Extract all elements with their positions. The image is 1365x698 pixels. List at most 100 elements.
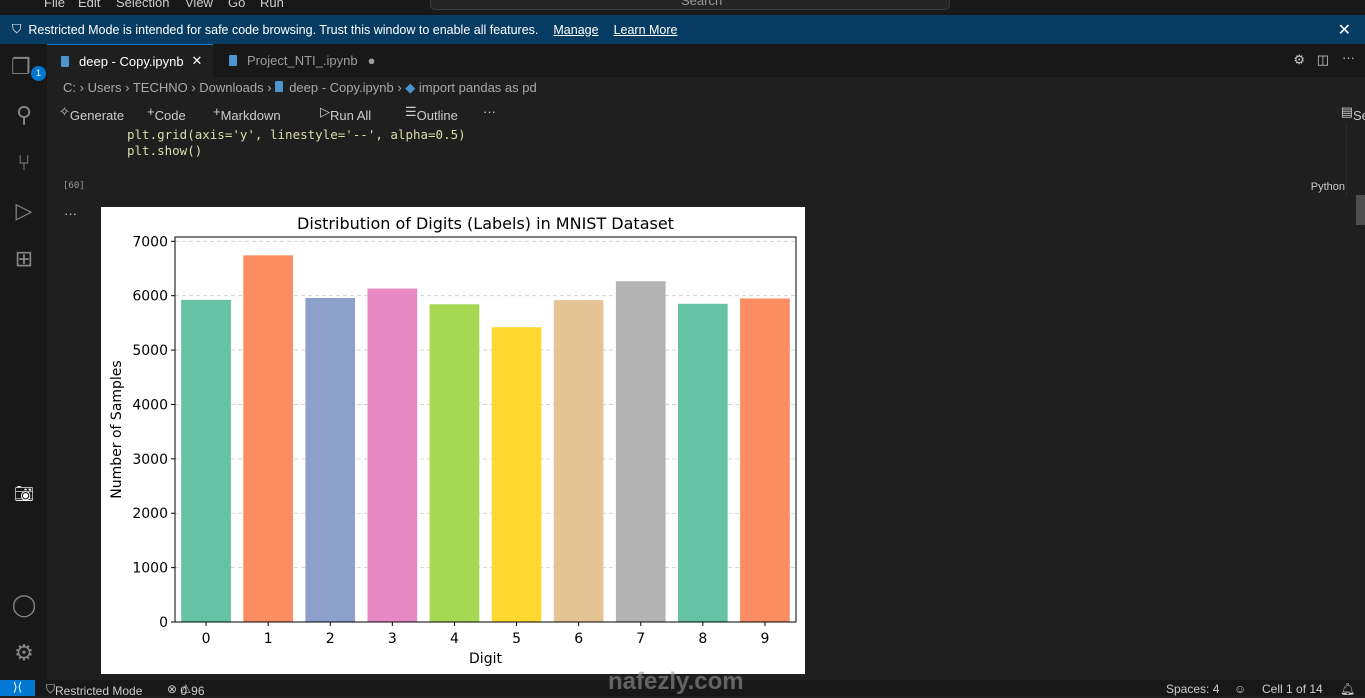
select-kernel-button[interactable]: ▤ Select Kernel (1341, 104, 1365, 123)
label: Run All (330, 108, 372, 123)
y-tick-label: 1000 (132, 561, 168, 577)
tab-project-nti[interactable]: Project_NTI_.ipynb ● (215, 44, 433, 77)
restricted-mode-banner: ⛉ Restricted Mode is intended for safe c… (0, 15, 1365, 44)
source-control-icon[interactable]: ⑂ (17, 150, 31, 175)
scrollbar[interactable] (1356, 195, 1365, 225)
close-icon[interactable]: ✕ (1337, 22, 1351, 39)
python-icon: ◆ (405, 80, 416, 95)
add-code-button[interactable]: + Code (147, 104, 186, 123)
notifications-icon[interactable]: 🔔︎ (1340, 682, 1356, 696)
crumb[interactable]: import pandas as pd (418, 80, 537, 95)
restricted-mode-status[interactable]: ⛉ Restricted Mode (46, 682, 143, 698)
label: Select Kernel (1353, 108, 1365, 123)
status-bar: ⟩⟨ ⛉ Restricted Mode ⊗ 0 ⚠ 96 Spaces: 4 … (0, 680, 1365, 698)
x-tick-label: 4 (450, 631, 459, 647)
activity-bar: ❐ ⚲ ⑂ ▷ ⊞ 📷︎ ◯ ⚙ (0, 44, 47, 680)
spaces-status[interactable]: Spaces: 4 (1166, 682, 1220, 696)
cell-status[interactable]: Cell 1 of 14 (1262, 682, 1323, 696)
crumb[interactable]: TECHNO (132, 80, 188, 95)
watermark: nafezly.com (608, 668, 744, 695)
chart-title: Distribution of Digits (Labels) in MNIST… (297, 214, 674, 233)
generate-button[interactable]: ✧ Generate (59, 104, 125, 123)
camera-icon[interactable]: 📷︎ (13, 486, 35, 503)
outline-button[interactable]: ☰ Outline (405, 104, 458, 123)
add-markdown-button[interactable]: + Markdown (213, 104, 281, 123)
problems-status[interactable]: ⊗ 0 ⚠ 96 (167, 682, 205, 698)
bar-6 (553, 300, 604, 622)
label: Restricted Mode (55, 684, 143, 698)
x-tick-label: 3 (388, 631, 397, 647)
bar-9 (740, 298, 790, 622)
label: Outline (416, 108, 458, 123)
modified-dot-icon: ● (367, 53, 376, 68)
cell-language[interactable]: Python (1310, 181, 1345, 193)
close-tab-icon[interactable]: ✕ (191, 53, 203, 68)
crumb[interactable]: Downloads (199, 80, 264, 95)
label: Code (154, 108, 186, 123)
breadcrumb: C: › Users › TECHNO › Downloads › deep -… (63, 80, 537, 95)
code-line: plt.grid(axis='y', linestyle='--', alpha… (127, 127, 466, 142)
crumb[interactable]: deep - Copy.ipynb (289, 80, 394, 95)
menu-view[interactable]: View (185, 0, 213, 10)
menu-edit[interactable]: Edit (78, 0, 101, 10)
remote-icon[interactable]: ⟩⟨ (0, 680, 35, 696)
settings-gear-icon[interactable]: ⚙ (14, 640, 34, 665)
search-box[interactable]: Search (430, 0, 950, 10)
bar-1 (243, 255, 293, 622)
x-tick-label: 5 (512, 631, 521, 647)
run-debug-icon[interactable]: ▷ (15, 198, 33, 223)
shield-icon: ⛉ (12, 22, 22, 36)
menu-go[interactable]: Go (228, 0, 246, 10)
output-more-icon[interactable]: ··· (64, 206, 77, 221)
split-editor-icon[interactable]: ◫ (1316, 52, 1329, 67)
y-tick-label: 4000 (132, 397, 168, 413)
x-tick-label: 0 (202, 631, 211, 647)
bar-3 (367, 288, 418, 622)
chart-output: 0 1000 2000 3000 4000 5000 6000 7000 0 1 2 3 4 5 6 7 8 9 D… (101, 207, 805, 674)
bar-7 (615, 281, 666, 622)
bar-0 (181, 299, 231, 622)
menu-selection[interactable]: Selection (116, 0, 170, 10)
error-count: 0 (180, 684, 188, 698)
y-tick-label: 2000 (132, 506, 168, 522)
crumb[interactable]: C: (63, 80, 76, 95)
menu-run[interactable]: Run (260, 0, 284, 10)
account-icon[interactable]: ◯ (11, 592, 37, 617)
label: Markdown (220, 108, 281, 123)
search-icon[interactable]: ⚲ (15, 102, 33, 127)
tab-label: deep - Copy.ipynb (79, 53, 184, 69)
y-tick-label: 3000 (132, 452, 168, 468)
menu-file[interactable]: File (44, 0, 65, 10)
learn-more-link[interactable]: Learn More (613, 22, 678, 37)
crumb[interactable]: Users (87, 80, 122, 95)
more-button[interactable]: ··· (483, 104, 496, 119)
editor-tabs: deep - Copy.ipynb ✕ Project_NTI_.ipynb ● ⚙… (47, 44, 1365, 77)
gear-icon[interactable]: ⚙ (1293, 52, 1305, 67)
x-tick-label: 1 (264, 631, 273, 647)
notebook-icon (61, 55, 69, 67)
notebook-icon (229, 55, 237, 66)
tab-deep-copy[interactable]: deep - Copy.ipynb ✕ (47, 44, 213, 77)
search-placeholder: Search (681, 0, 723, 8)
copilot-icon[interactable]: ☺ (1234, 682, 1247, 696)
menu-bar: File Edit Selection View Go Run Search (0, 0, 1365, 15)
tab-label: Project_NTI_.ipynb (247, 53, 358, 68)
x-tick-label: 9 (760, 631, 769, 647)
run-all-button[interactable]: ▷ Run All (320, 104, 372, 123)
code-cell[interactable] (100, 124, 1347, 196)
x-tick-label: 6 (574, 631, 583, 647)
y-tick-label: 6000 (132, 289, 168, 305)
extensions-icon[interactable]: ⊞ (14, 246, 34, 271)
bar-5 (491, 327, 542, 622)
explorer-icon[interactable]: ❐ (11, 54, 31, 79)
x-axis-label: Digit (469, 651, 502, 667)
x-tick-label: 8 (698, 631, 707, 647)
banner-text: Restricted Mode is intended for safe cod… (28, 22, 539, 37)
axes-frame (174, 236, 797, 623)
label: Generate (69, 108, 125, 123)
execution-count: [60] (63, 181, 85, 191)
manage-link[interactable]: Manage (553, 22, 599, 37)
y-axis-label: Number of Samples (109, 360, 125, 498)
more-actions-icon[interactable]: ··· (1342, 50, 1355, 65)
code-editor[interactable]: plt.grid(axis='y', linestyle='--', alpha… (127, 127, 466, 159)
